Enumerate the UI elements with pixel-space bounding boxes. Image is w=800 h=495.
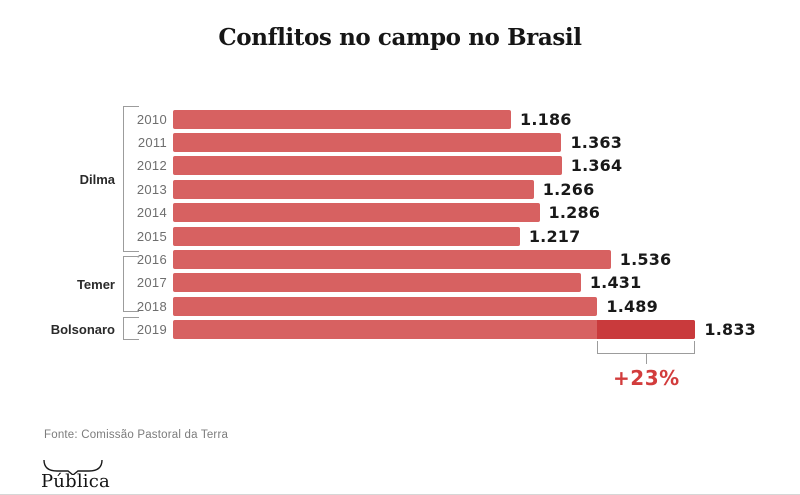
year-label-2016: 2016 xyxy=(136,251,167,267)
bar-chart: 2010 1.186 2011 1.363 2012 1.364 2013 1.266 2014… xyxy=(50,106,756,390)
group-bracket-bolsonaro xyxy=(123,317,139,340)
value-label-2012: 1.364 xyxy=(570,156,623,176)
bar-2013 xyxy=(173,179,534,199)
value-label-2013: 1.266 xyxy=(542,179,595,199)
value-label-2014: 1.286 xyxy=(548,203,601,223)
publica-logo: Pública xyxy=(41,459,111,492)
year-label-2012: 2012 xyxy=(136,158,167,174)
value-label-2010: 1.186 xyxy=(520,109,572,129)
bar-2016 xyxy=(173,249,611,269)
source-note: Fonte: Comissão Pastoral da Terra xyxy=(44,429,229,441)
annotation-bracket xyxy=(597,341,696,354)
bar-2012 xyxy=(173,156,562,176)
bar-2010 xyxy=(173,109,511,129)
value-label-2015: 1.217 xyxy=(528,226,581,246)
bar-2018 xyxy=(173,296,598,316)
year-label-2017: 2017 xyxy=(136,275,167,291)
bar-highlight-segment xyxy=(597,320,696,340)
bar-2014 xyxy=(173,203,540,223)
year-label-2014: 2014 xyxy=(136,205,167,221)
bar-2015 xyxy=(173,226,520,246)
value-label-2016: 1.536 xyxy=(619,249,672,269)
year-label-2013: 2013 xyxy=(136,181,167,197)
value-label-2011: 1.363 xyxy=(570,132,623,152)
annotation-label: +23% xyxy=(613,366,680,390)
year-label-2010: 2010 xyxy=(136,111,167,127)
bar-2011 xyxy=(173,132,562,152)
publica-logo-text: Pública xyxy=(41,471,110,492)
year-label-2019: 2019 xyxy=(136,322,167,338)
value-label-2019: 1.833 xyxy=(704,320,756,340)
chart-title: Conflitos no campo no Brasil xyxy=(218,24,582,51)
president-label-temer: Temer xyxy=(76,277,115,292)
bar-2019 xyxy=(173,320,696,340)
president-label-bolsonaro: Bolsonaro xyxy=(50,321,115,337)
year-label-2015: 2015 xyxy=(136,228,167,244)
publica-horns-icon xyxy=(43,459,103,475)
year-label-2011: 2011 xyxy=(137,134,167,150)
group-bracket-dilma xyxy=(123,106,139,252)
value-label-2018: 1.489 xyxy=(606,296,658,316)
value-label-2017: 1.431 xyxy=(589,273,642,293)
group-bracket-temer xyxy=(123,256,139,312)
annotation-tick xyxy=(646,354,648,364)
president-label-dilma: Dilma xyxy=(79,172,115,187)
bar-2017 xyxy=(173,273,581,293)
year-label-2018: 2018 xyxy=(136,298,167,314)
